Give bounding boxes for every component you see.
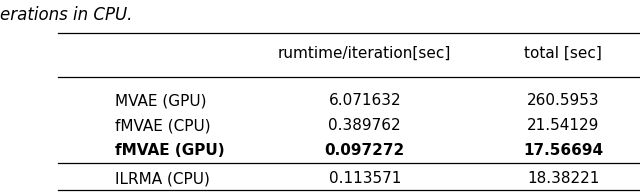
Text: fMVAE (GPU): fMVAE (GPU): [115, 143, 225, 158]
Text: 18.38221: 18.38221: [527, 171, 600, 186]
Text: 0.389762: 0.389762: [328, 118, 401, 133]
Text: 260.5953: 260.5953: [527, 93, 600, 108]
Text: ILRMA (CPU): ILRMA (CPU): [115, 171, 210, 186]
Text: 0.097272: 0.097272: [324, 143, 405, 158]
Text: 21.54129: 21.54129: [527, 118, 600, 133]
Text: erations in CPU.: erations in CPU.: [0, 6, 132, 24]
Text: 6.071632: 6.071632: [328, 93, 401, 108]
Text: 0.113571: 0.113571: [328, 171, 401, 186]
Text: 17.56694: 17.56694: [523, 143, 604, 158]
Text: MVAE (GPU): MVAE (GPU): [115, 93, 207, 108]
Text: total [sec]: total [sec]: [524, 46, 602, 61]
Text: fMVAE (CPU): fMVAE (CPU): [115, 118, 211, 133]
Text: rumtime/iteration[sec]: rumtime/iteration[sec]: [278, 46, 451, 61]
